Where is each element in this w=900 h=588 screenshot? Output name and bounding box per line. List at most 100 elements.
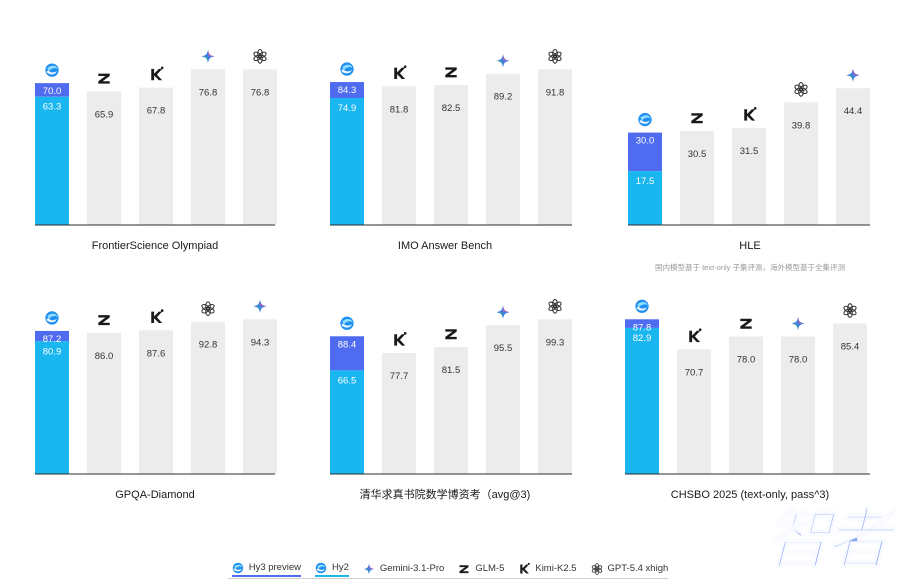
legend-label: Hy2 bbox=[331, 562, 349, 573]
hunyuan-globe-icon bbox=[638, 112, 652, 127]
value-label-hy3: 88.4 bbox=[338, 339, 357, 350]
legend-divider bbox=[228, 578, 668, 579]
bar-glm-5 bbox=[434, 85, 468, 226]
value-label: 67.8 bbox=[147, 106, 166, 117]
value-label-hy3: 87.2 bbox=[43, 334, 62, 345]
bar-gpt-5-4-xhigh bbox=[784, 102, 818, 225]
hunyuan-globe-icon bbox=[315, 562, 327, 573]
chart-panel-4: 87.280.9 86.0 87.6 92.8 94.3 GPQA-Diamond bbox=[35, 299, 277, 501]
hunyuan-globe-icon bbox=[340, 316, 354, 330]
value-label: 78.0 bbox=[789, 355, 808, 366]
value-label: 30.5 bbox=[688, 149, 707, 160]
hunyuan-globe-icon bbox=[635, 299, 649, 313]
value-label: 85.4 bbox=[841, 342, 860, 353]
value-label: 39.8 bbox=[792, 120, 811, 131]
bar-gemini-3-1-pro bbox=[243, 319, 277, 474]
bar-hy3-preview bbox=[330, 82, 364, 98]
bar-glm-5 bbox=[680, 131, 714, 225]
legend-label: Hy3 preview bbox=[248, 562, 301, 573]
value-label: 81.5 bbox=[442, 365, 461, 376]
bar-gpt-5-4-xhigh bbox=[538, 319, 572, 474]
hunyuan-globe-icon bbox=[315, 562, 327, 574]
gemini-star-icon bbox=[846, 68, 860, 82]
hunyuan-globe-icon bbox=[45, 63, 59, 77]
value-label: 78.0 bbox=[737, 355, 756, 366]
value-label: 76.8 bbox=[251, 87, 270, 98]
gemini-star-icon bbox=[201, 49, 215, 63]
glm-z-icon bbox=[445, 329, 457, 340]
legend-item: Hy2 bbox=[314, 562, 349, 577]
legend-item: GLM-5 bbox=[458, 563, 504, 576]
value-label-hy2: 63.3 bbox=[43, 102, 62, 113]
chart-title: HLE bbox=[739, 240, 760, 252]
bar-kimi-k2-5 bbox=[677, 349, 711, 474]
legend-item: Gemini-3.1-Pro bbox=[363, 563, 444, 576]
chart-legend: Hy3 preview Hy2 Gemini-3.1-Pro GLM-5 Kimi-K2… bbox=[0, 558, 900, 580]
value-label: 87.6 bbox=[147, 348, 166, 359]
legend-label: Kimi-K2.5 bbox=[535, 563, 577, 574]
legend-item: Hy3 preview bbox=[231, 562, 301, 577]
value-label: 94.3 bbox=[251, 337, 270, 348]
gemini-star-icon bbox=[496, 54, 510, 68]
value-label: 95.5 bbox=[494, 343, 513, 354]
chart-title: FrontierScience Olympiad bbox=[92, 240, 219, 252]
legend-label: Gemini-3.1-Pro bbox=[379, 563, 445, 574]
bar-glm-5 bbox=[87, 332, 121, 474]
value-label: 92.8 bbox=[199, 340, 218, 351]
glm-z-icon bbox=[98, 73, 110, 84]
openai-knot-icon bbox=[548, 48, 562, 64]
glm-z-icon bbox=[458, 563, 470, 575]
kimi-k-icon bbox=[151, 309, 164, 323]
chart-panel-2: 84.3 74.9 81.8 82.5 89.2 91.8 IMO Answer Bench bbox=[330, 48, 572, 252]
bar-hy3-preview bbox=[628, 132, 662, 172]
bar-kimi-k2-5 bbox=[139, 330, 173, 474]
bar-glm-5 bbox=[87, 91, 121, 226]
chart-title: 清华求真书院数学博资考（avg@3) bbox=[360, 487, 531, 501]
chart-title: GPQA-Diamond bbox=[115, 489, 194, 501]
kimi-k-icon bbox=[151, 66, 164, 81]
bar-gpt-5-4-xhigh bbox=[833, 323, 867, 474]
glm-z-icon bbox=[740, 318, 752, 329]
chart-title: CHSBO 2025 (text-only, pass^3) bbox=[671, 489, 829, 501]
kimi-k-icon bbox=[689, 328, 702, 343]
legend-item: GPT-5.4 xhigh bbox=[591, 562, 668, 576]
value-label-hy2: 66.5 bbox=[338, 375, 357, 386]
openai-knot-icon bbox=[591, 562, 602, 575]
value-label: 76.8 bbox=[199, 87, 218, 98]
bar-glm-5 bbox=[434, 347, 468, 474]
openai-knot-icon bbox=[794, 82, 808, 97]
hunyuan-globe-icon bbox=[340, 62, 354, 76]
hunyuan-globe-icon bbox=[45, 311, 59, 325]
chart-title: IMO Answer Bench bbox=[398, 240, 492, 252]
value-label-hy2: 82.9 bbox=[633, 333, 652, 344]
openai-knot-icon bbox=[253, 48, 267, 64]
value-label: 81.8 bbox=[390, 104, 409, 115]
legend-item: Kimi-K2.5 bbox=[518, 562, 577, 576]
bar-hy3-preview bbox=[35, 83, 69, 97]
value-label-hy2: 17.5 bbox=[636, 176, 655, 187]
bar-hy2 bbox=[330, 97, 364, 225]
openai-knot-icon bbox=[548, 298, 562, 314]
bar-gpt-5-4-xhigh bbox=[538, 69, 572, 225]
chart-panel-6: 87.882.9 70.7 78.0 78.0 85.4 CHSBO 2025 (text… bbox=[625, 299, 870, 501]
kimi-k-icon bbox=[744, 106, 757, 121]
bar-gpt-5-4-xhigh bbox=[191, 321, 225, 474]
bar-hy3-preview bbox=[35, 330, 69, 342]
value-label: 99.3 bbox=[546, 337, 565, 348]
glm-z-icon bbox=[459, 564, 469, 573]
hunyuan-globe-icon bbox=[232, 562, 243, 573]
bar-hy2 bbox=[625, 327, 659, 474]
value-label: 91.8 bbox=[546, 87, 565, 98]
kimi-k-icon bbox=[394, 65, 407, 79]
value-label: 82.5 bbox=[442, 103, 461, 114]
kimi-k-icon bbox=[520, 562, 531, 573]
legend-label: GLM-5 bbox=[475, 563, 505, 574]
bar-gemini-3-1-pro bbox=[781, 336, 815, 474]
glm-z-icon bbox=[98, 315, 110, 326]
value-label: 44.4 bbox=[844, 106, 863, 117]
bar-kimi-k2-5 bbox=[382, 352, 416, 474]
openai-knot-icon bbox=[201, 301, 215, 317]
value-label-hy2: 80.9 bbox=[43, 346, 62, 357]
value-label: 31.5 bbox=[740, 146, 759, 157]
